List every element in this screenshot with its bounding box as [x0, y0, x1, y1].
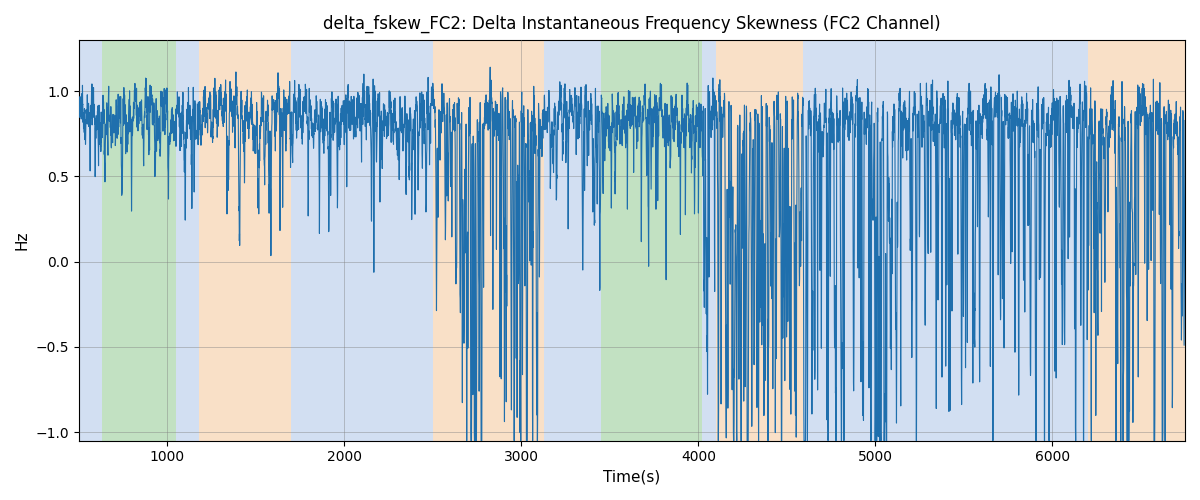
Bar [716, 40, 803, 440]
X-axis label: Time(s): Time(s) [604, 470, 660, 485]
Bar [601, 40, 702, 440]
Bar [102, 40, 176, 440]
Bar [545, 40, 601, 440]
Title: delta_fskew_FC2: Delta Instantaneous Frequency Skewness (FC2 Channel): delta_fskew_FC2: Delta Instantaneous Fre… [323, 15, 941, 34]
Bar [79, 40, 102, 440]
Bar [460, 40, 545, 440]
Bar [803, 40, 1087, 440]
Bar [292, 40, 433, 440]
Bar [1087, 40, 1186, 440]
Bar [702, 40, 716, 440]
Y-axis label: Hz: Hz [14, 230, 30, 250]
Bar [176, 40, 199, 440]
Bar [199, 40, 292, 440]
Bar [433, 40, 460, 440]
